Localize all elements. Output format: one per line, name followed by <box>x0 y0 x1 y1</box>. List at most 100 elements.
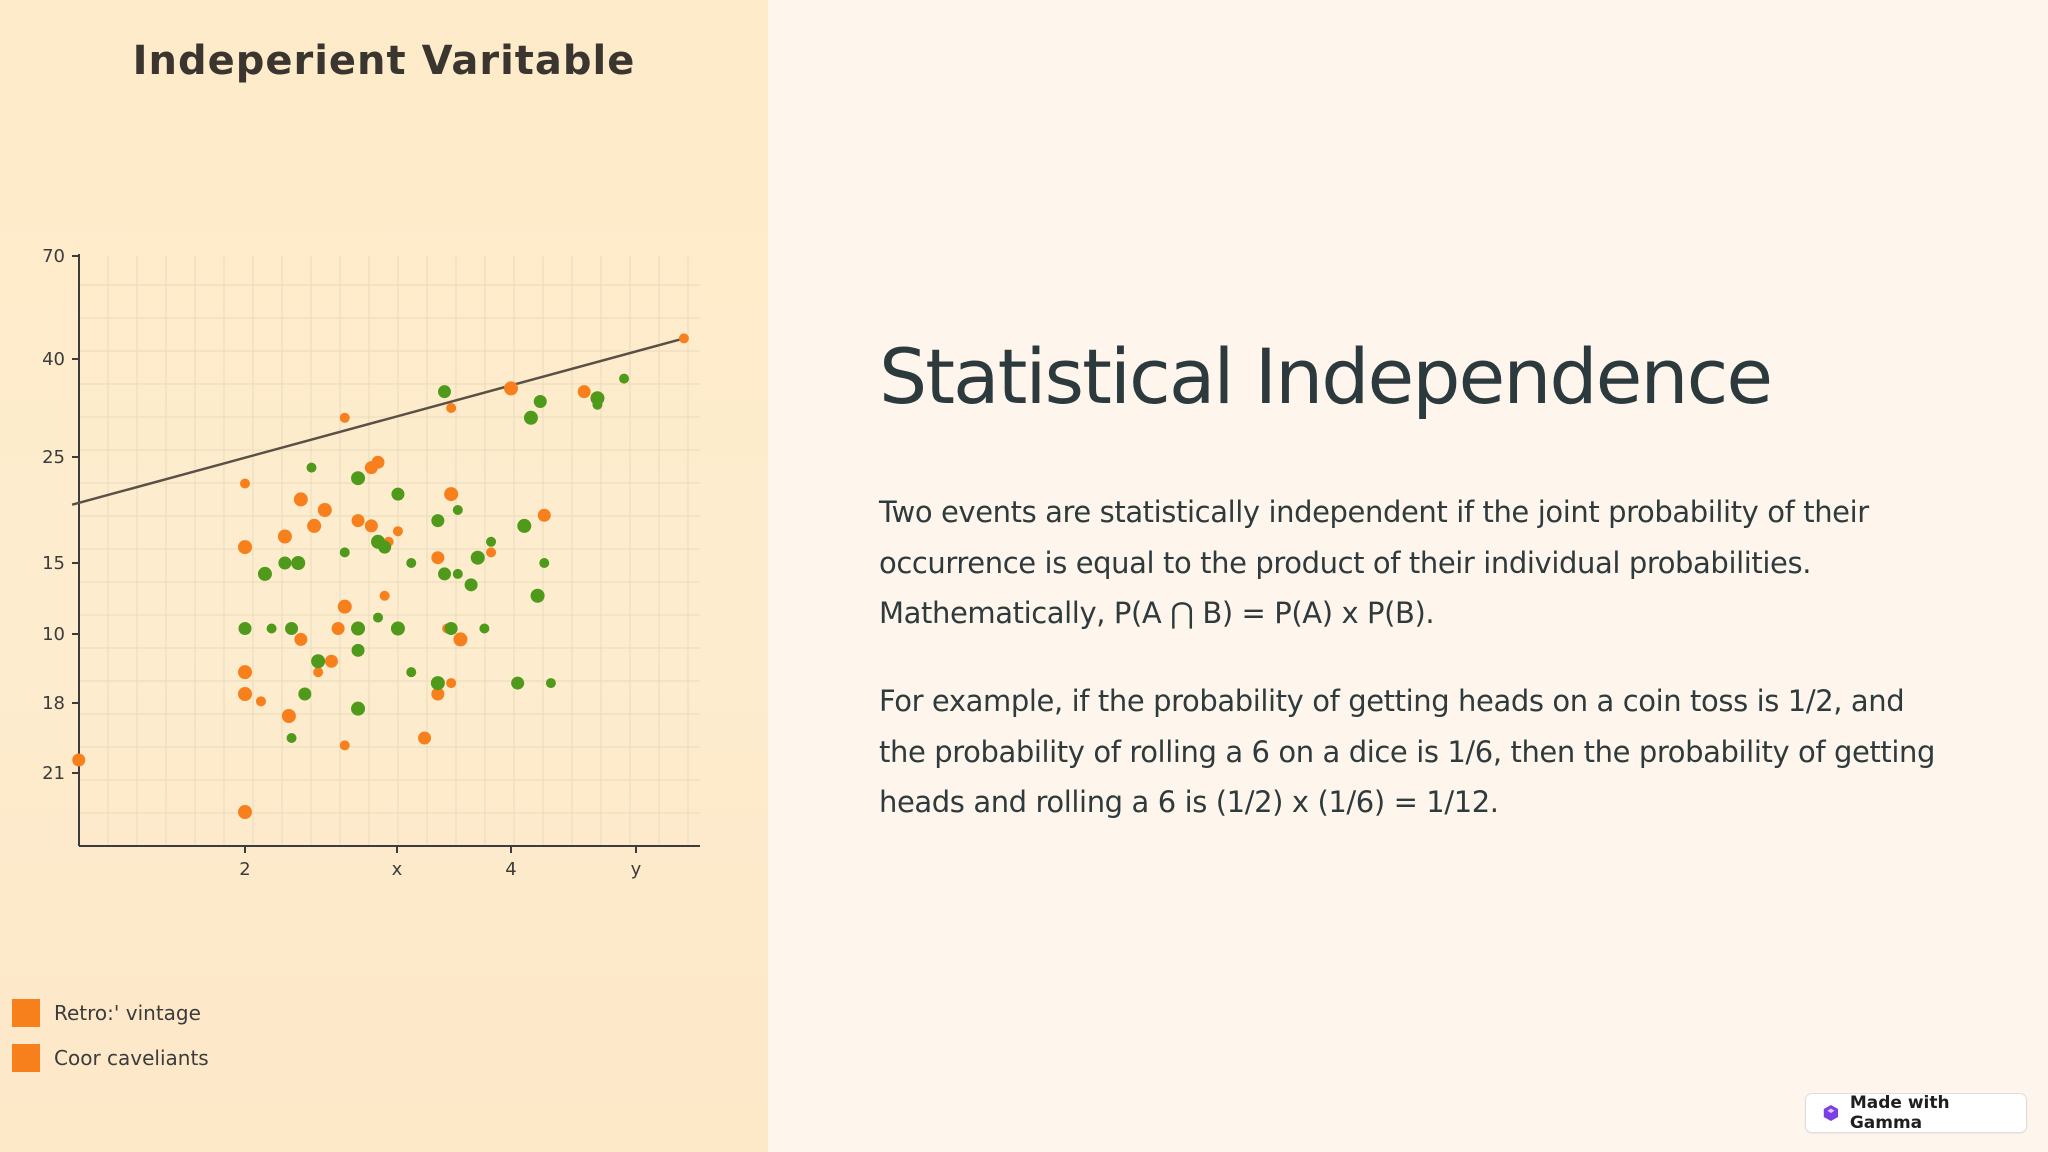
data-point-green <box>511 676 525 690</box>
data-point-orange <box>339 740 350 751</box>
data-point-orange <box>379 590 390 601</box>
data-point-orange <box>238 540 252 555</box>
paragraph-definition: Two events are statistically independent… <box>879 495 1869 630</box>
data-point-green <box>311 654 326 669</box>
legend-swatch <box>12 1043 40 1072</box>
data-point-green <box>391 487 405 501</box>
data-point-green <box>452 568 463 579</box>
data-point-green <box>533 394 547 408</box>
data-point-green <box>517 518 532 533</box>
y-tick-label: 10 <box>42 624 65 645</box>
data-point-green <box>444 622 458 635</box>
legend-swatch <box>12 998 40 1027</box>
data-point-orange <box>504 381 518 396</box>
data-point-orange <box>364 519 378 533</box>
legend-item: Coor caveliants <box>12 1035 209 1080</box>
chart-axes <box>78 254 700 847</box>
data-point-orange <box>240 478 250 489</box>
data-point-orange <box>238 805 252 819</box>
data-point-green <box>257 566 272 581</box>
data-point-orange <box>444 487 459 502</box>
data-point-orange <box>431 687 445 701</box>
data-point-orange <box>678 333 689 344</box>
data-point-orange <box>392 526 403 537</box>
data-point-green <box>431 514 445 528</box>
x-tick-label: 2 <box>239 859 250 880</box>
data-point-orange <box>364 461 378 475</box>
chart-ticks: 70 40 25 15 10 18 21 2 x 4 y <box>42 246 642 880</box>
data-point-green <box>486 536 497 547</box>
data-point-green <box>306 462 317 473</box>
data-point-green <box>351 701 366 716</box>
data-point-green <box>373 612 383 623</box>
chart-title: Indeperient Varitable <box>132 38 636 84</box>
data-point-green <box>545 678 556 689</box>
data-point-green <box>266 623 277 634</box>
data-point-orange <box>446 678 457 689</box>
data-point-orange <box>351 514 365 528</box>
data-point-orange <box>317 503 332 517</box>
data-point-green <box>298 687 312 701</box>
legend-label: Retro:' vintage <box>54 1000 201 1025</box>
data-point-orange <box>418 731 432 745</box>
data-point-orange <box>72 753 86 767</box>
data-point-orange <box>238 687 252 701</box>
data-point-green <box>351 621 366 636</box>
made-with-gamma-button[interactable]: Made with Gamma <box>1805 1093 2027 1133</box>
data-point-orange <box>337 599 352 614</box>
data-point-orange <box>486 547 497 558</box>
data-point-green <box>285 622 299 635</box>
x-tick-label: 4 <box>505 859 516 880</box>
y-tick-label: 15 <box>42 553 65 574</box>
scatter-chart: 70 40 25 15 10 18 21 2 x 4 y <box>42 246 700 880</box>
data-point-orange <box>238 665 252 680</box>
slide-heading: Statistical Independence <box>879 332 1773 421</box>
data-point-orange <box>281 709 296 723</box>
chart-trend <box>71 337 685 506</box>
data-point-green <box>539 558 550 568</box>
data-point-green <box>464 578 478 592</box>
legend-item: Retro:' vintage <box>12 990 209 1035</box>
y-tick-label: 40 <box>42 349 65 370</box>
y-tick-label: 70 <box>42 246 65 267</box>
data-point-green <box>523 410 538 425</box>
data-point-green <box>406 667 417 678</box>
data-point-green <box>238 622 252 635</box>
data-point-green <box>438 567 451 581</box>
data-point-green <box>378 540 392 554</box>
chart-points <box>72 333 689 819</box>
chart-grid <box>79 256 700 846</box>
paragraph-example: For example, if the probability of getti… <box>879 684 1936 819</box>
data-point-orange <box>331 622 345 635</box>
data-point-orange <box>277 529 292 544</box>
data-point-green <box>452 505 463 515</box>
data-point-green <box>406 558 417 568</box>
data-point-orange <box>446 403 457 413</box>
data-point-green <box>530 588 545 603</box>
data-point-green <box>351 643 365 657</box>
data-point-green <box>592 399 603 410</box>
data-point-orange <box>537 508 551 522</box>
x-tick-label: y <box>631 859 642 880</box>
x-tick-label: x <box>392 859 403 880</box>
data-point-green <box>351 471 366 486</box>
data-point-green <box>470 550 485 565</box>
data-point-orange <box>577 385 591 399</box>
chart-legend: Retro:' vintage Coor caveliants <box>12 990 209 1080</box>
data-point-green <box>619 373 630 384</box>
data-point-orange <box>255 696 266 707</box>
gamma-logo-icon <box>1823 1104 1839 1122</box>
data-point-orange <box>307 518 322 533</box>
legend-label: Coor caveliants <box>54 1045 209 1070</box>
badge-label: Made with Gamma <box>1849 1093 1950 1133</box>
data-point-green <box>278 556 292 570</box>
data-point-green <box>430 676 445 691</box>
data-point-orange <box>293 492 308 507</box>
data-point-orange <box>324 654 338 668</box>
chart-panel: 70 40 25 15 10 18 21 2 x 4 y Indeperient Varitable… <box>0 0 768 1152</box>
data-point-green <box>390 621 405 636</box>
trend-line <box>71 337 685 506</box>
data-point-green <box>479 623 490 634</box>
data-point-green <box>291 556 306 570</box>
data-point-orange <box>453 632 468 647</box>
